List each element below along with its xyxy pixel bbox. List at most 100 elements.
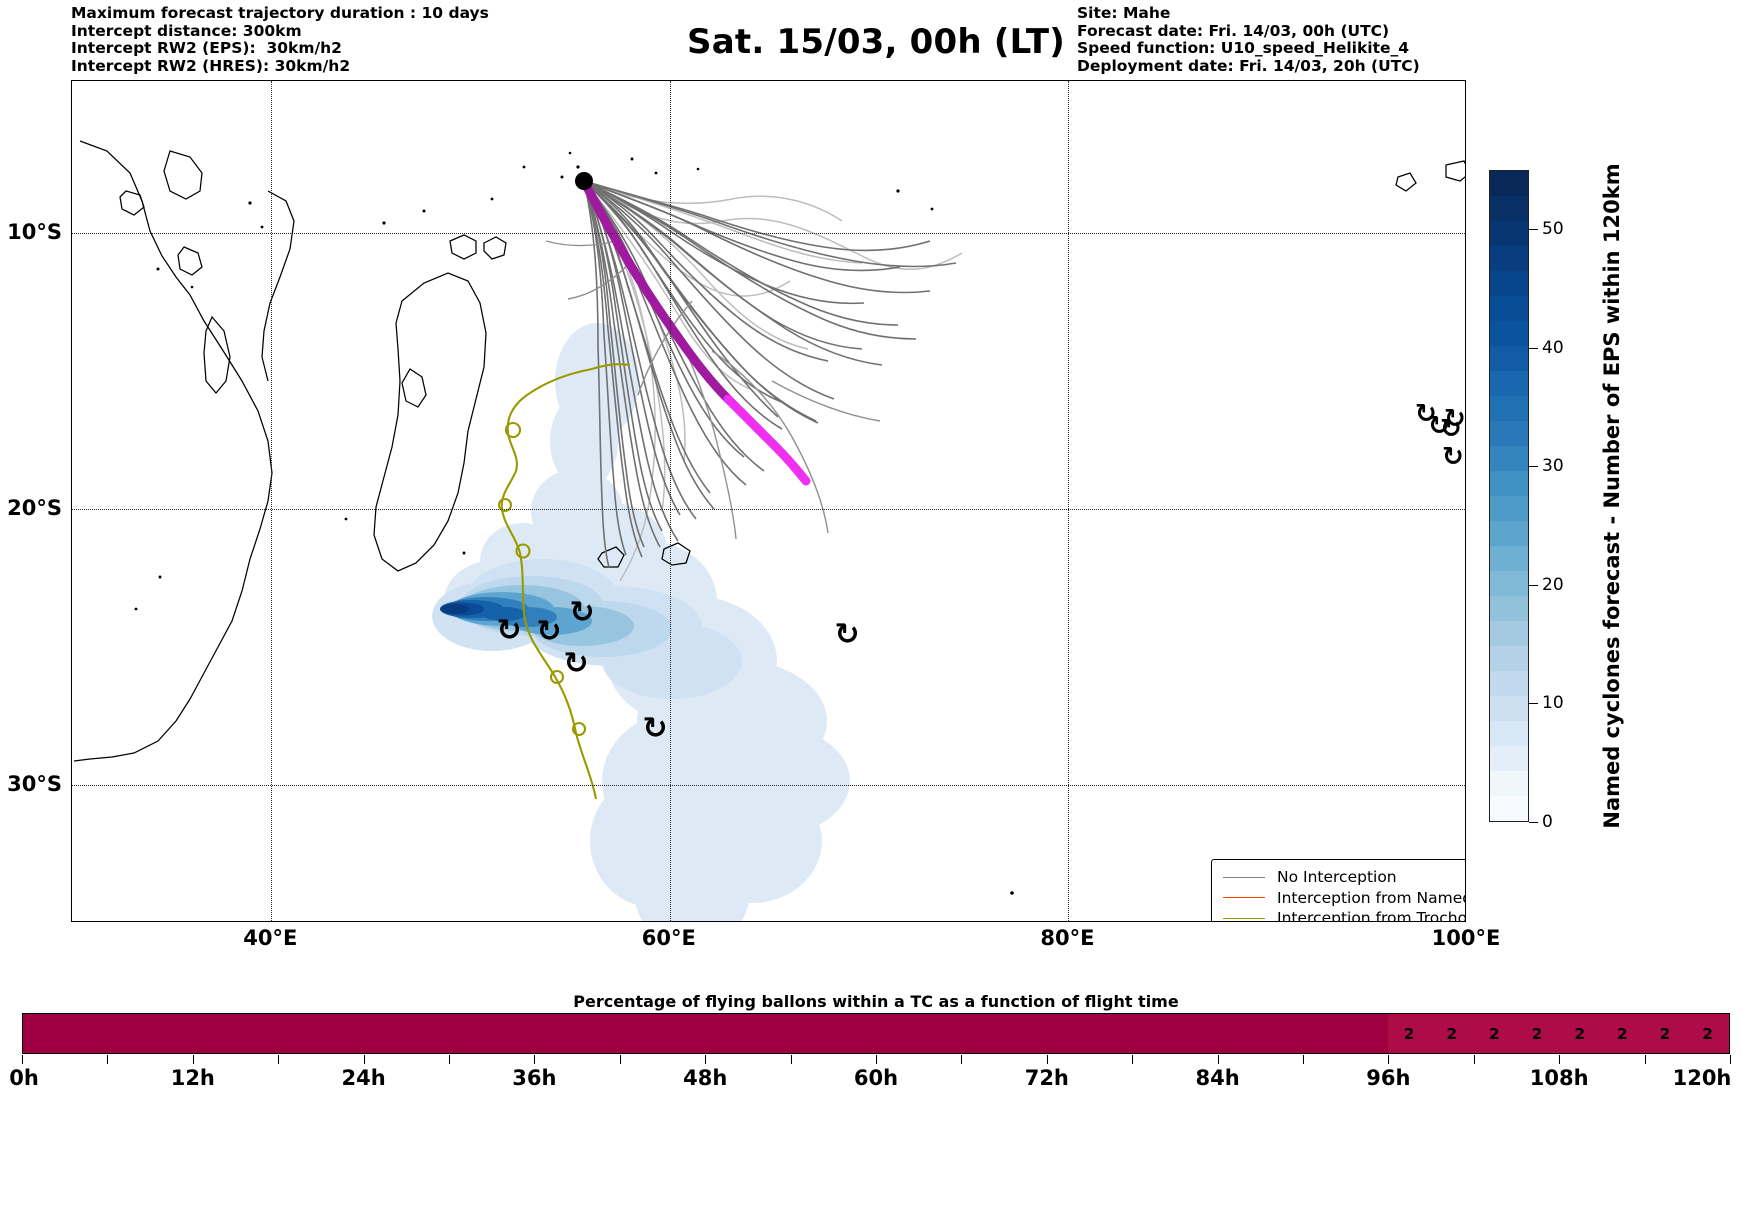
percentage-bar-segment[interactable]: 2 [1430, 1014, 1474, 1053]
percentage-bar-tick [449, 1055, 450, 1064]
legend-line-swatch [1221, 917, 1267, 919]
trochoid-track-layer [497, 363, 631, 800]
gridline-lon [1068, 81, 1070, 921]
percentage-bar-segment[interactable]: 2 [1686, 1014, 1729, 1053]
legend-line-swatch [1221, 876, 1267, 878]
percentage-bar-tick [1046, 1055, 1048, 1064]
gridline-lat [72, 232, 1465, 234]
percentage-bar-tick [1644, 1055, 1646, 1064]
percentage-bar-segment[interactable]: 2 [1558, 1014, 1601, 1053]
colorbar-tick-label: 10 [1542, 693, 1564, 714]
tc-observation-icon: ↺ [1440, 414, 1462, 444]
colorbar-segment [1490, 621, 1528, 646]
colorbar-segment [1490, 171, 1528, 196]
colorbar-tick-label: 40 [1542, 337, 1564, 358]
colorbar-segment [1490, 721, 1528, 746]
percentage-bar-segment[interactable]: 2 [1643, 1014, 1687, 1053]
percentage-bar-tick-label: 120h [1672, 1066, 1732, 1090]
colorbar[interactable] [1489, 170, 1529, 822]
percentage-bar-tick-label: 60h [853, 1066, 899, 1090]
tc-observation-icon: ↺ [569, 595, 595, 630]
tc-observation-icon: ↺ [563, 646, 589, 681]
lat-tick-label: 20°S [7, 495, 62, 520]
colorbar-segment [1490, 471, 1528, 496]
percentage-bar-segment[interactable] [23, 1014, 1388, 1053]
coastline-layer [73, 140, 1465, 895]
legend-item-label: Interception from Trochoid [1277, 909, 1466, 922]
percentage-bar-title: Percentage of flying ballons within a TC… [573, 992, 1179, 1011]
colorbar-title: Named cyclones forecast - Number of EPS … [1600, 163, 1624, 829]
colorbar-segment [1490, 296, 1528, 321]
percentage-bar-tick [278, 1055, 280, 1064]
percentage-bar-segment[interactable]: 2 [1601, 1014, 1644, 1053]
map-canvas: ↺↺↺↺↺↺↺↺↺↺↺↺ [72, 81, 1465, 921]
colorbar-segment [1490, 746, 1528, 771]
colorbar-segment [1490, 696, 1528, 721]
legend-item-label: Interception from Named cyclone [1277, 888, 1465, 907]
colorbar-tick-label: 20 [1542, 574, 1564, 595]
colorbar-segment [1490, 671, 1528, 696]
colorbar-tick [1529, 466, 1538, 468]
colorbar-segment [1490, 346, 1528, 371]
gridline-lat [72, 508, 1465, 510]
colorbar-tick [1529, 822, 1538, 823]
gridline-lon [669, 81, 671, 921]
tc-observation-icon: ↺ [834, 617, 860, 652]
percentage-bar-tick [1217, 1055, 1219, 1064]
colorbar-tick [1529, 229, 1538, 231]
forecast-map[interactable]: ↺↺↺↺↺↺↺↺↺↺↺↺ No InterceptionInterception… [71, 80, 1466, 922]
lon-tick-label: 60°E [641, 926, 696, 950]
colorbar-segment [1490, 646, 1528, 671]
percentage-bar-tick-label: 0h [9, 1066, 39, 1090]
legend-item[interactable]: Interception from Trochoid [1221, 908, 1466, 922]
percentage-bar-tick [619, 1055, 621, 1064]
percentage-bar-tick [961, 1055, 963, 1064]
percentage-bar-segment[interactable]: 2 [1515, 1014, 1559, 1053]
percentage-bar-tick-label: 36h [512, 1066, 557, 1090]
page-title: Sat. 15/03, 00h (LT) [687, 22, 1065, 62]
colorbar-segment [1490, 496, 1528, 521]
legend-item[interactable]: No Interception [1221, 867, 1465, 888]
colorbar-segment [1490, 221, 1528, 246]
colorbar-segment [1490, 521, 1528, 546]
percentage-bar-tick-label: 84h [1195, 1066, 1240, 1090]
colorbar-tick [1529, 703, 1538, 705]
percentage-bar-segment[interactable]: 2 [1473, 1014, 1516, 1053]
percentage-bar-tick [363, 1055, 365, 1064]
lat-tick-label: 30°S [7, 771, 62, 796]
colorbar-segment [1490, 546, 1528, 571]
colorbar-segment [1490, 796, 1528, 821]
colorbar-gradient [1489, 170, 1529, 822]
percentage-bar-segment[interactable]: 2 [1387, 1014, 1431, 1053]
colorbar-segment [1490, 771, 1528, 796]
tc-observation-icon: ↺ [536, 614, 562, 649]
gridline-lon [271, 81, 273, 921]
colorbar-segment [1490, 571, 1528, 596]
hres-track-layer [575, 172, 811, 486]
percentage-bar-tick-label: 108h [1529, 1066, 1589, 1090]
percentage-bar-tick [1473, 1055, 1475, 1064]
legend-line-swatch [1221, 897, 1267, 899]
colorbar-tick [1529, 584, 1538, 586]
percentage-bar-tick [876, 1055, 877, 1064]
percentage-bar-tick [192, 1055, 194, 1064]
percentage-bar-tick-label: 96h [1366, 1066, 1411, 1090]
lon-tick-label: 80°E [1040, 926, 1095, 950]
colorbar-tick-label: 0 [1542, 812, 1553, 832]
percentage-bar-tick-label: 24h [341, 1066, 386, 1090]
legend-item[interactable]: Interception from Named cyclone [1221, 888, 1465, 909]
colorbar-segment [1490, 321, 1528, 346]
percentage-bar-tick-label: 48h [683, 1066, 728, 1090]
percentage-bar-tick [705, 1055, 707, 1064]
percentage-bar-tick [1559, 1055, 1561, 1064]
percentage-bar-tick [107, 1055, 109, 1064]
tc-observation-icon: ↺ [642, 711, 668, 746]
colorbar-segment [1490, 396, 1528, 421]
lat-tick-label: 10°S [7, 219, 62, 244]
colorbar-tick [1529, 347, 1538, 349]
colorbar-segment [1490, 446, 1528, 471]
colorbar-segment [1490, 371, 1528, 396]
percentage-bar-tick-label: 72h [1024, 1066, 1069, 1090]
